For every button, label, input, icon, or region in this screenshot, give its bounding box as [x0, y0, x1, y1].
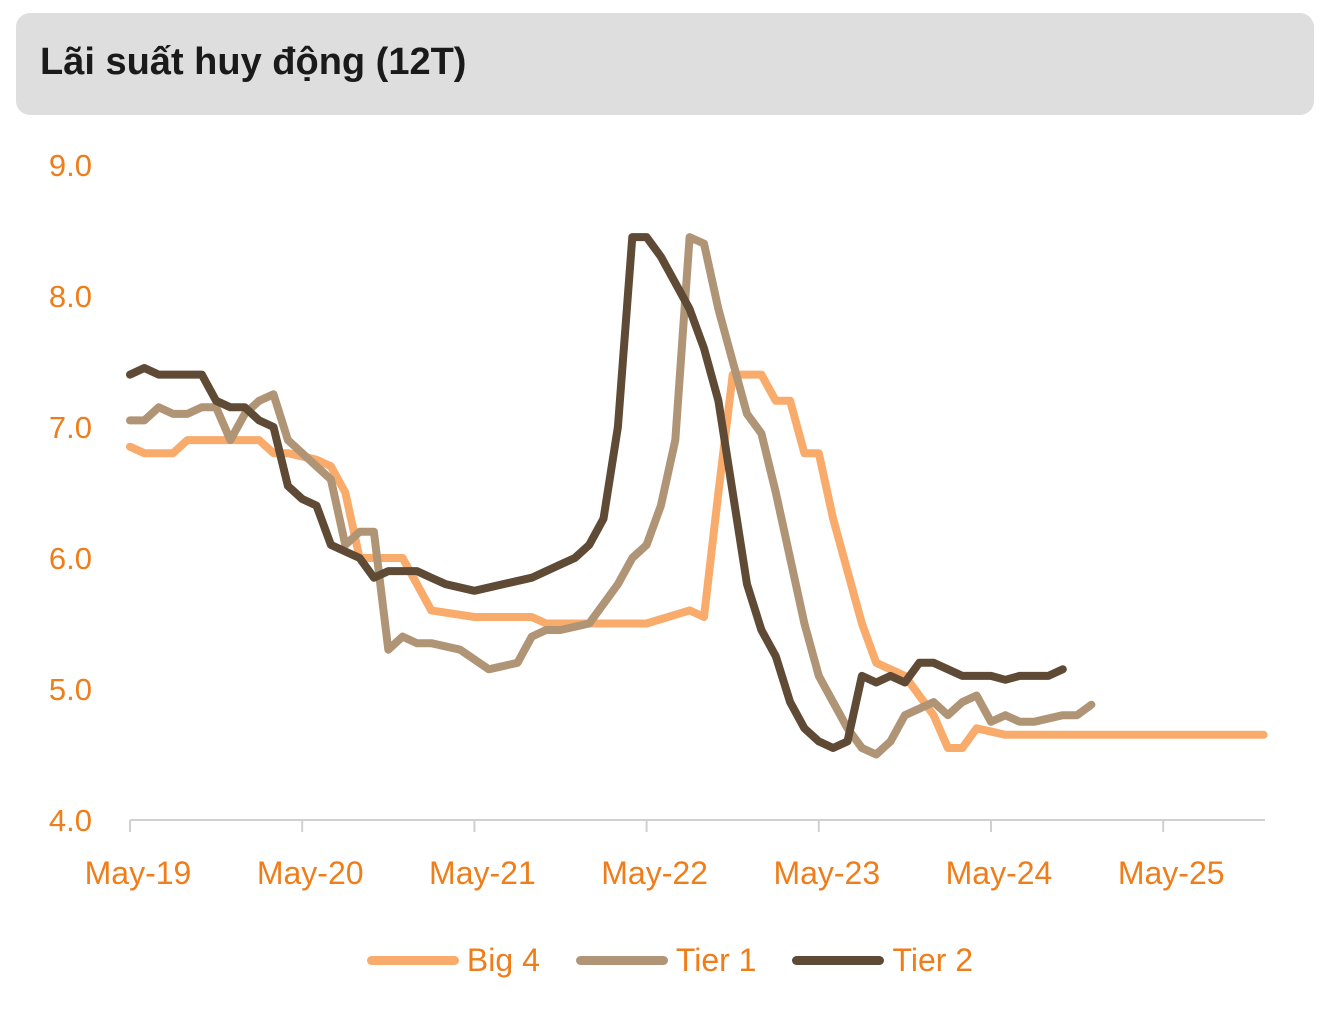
legend-swatch-tier-1: [575, 955, 668, 965]
legend-label-tier-2: Tier 2: [892, 941, 974, 978]
y-tick-label: 8.0: [49, 279, 92, 314]
y-tick-label: 6.0: [49, 541, 92, 576]
series-line-big-4: [126, 370, 1268, 752]
legend-label-big-4: Big 4: [466, 941, 540, 978]
y-tick-label: 4.0: [49, 803, 92, 838]
y-tick-label: 9.0: [49, 148, 92, 183]
series-line-tier-2: [126, 233, 1067, 752]
x-tick-label: May-20: [257, 855, 364, 891]
chart-legend: Big 4 Tier 1 Tier 2: [0, 938, 1340, 982]
x-axis: May-19 May-20 May-21 May-22 May-23 May-24 May-…: [85, 819, 1265, 891]
legend-swatch-big-4: [366, 955, 459, 965]
chart-header: Lãi suất huy động (12T): [16, 13, 1314, 115]
chart-title: Lãi suất huy động (12T): [40, 41, 467, 83]
y-tick-label: 7.0: [49, 410, 92, 445]
legend-label-tier-1: Tier 1: [675, 941, 757, 978]
plot-area: [126, 233, 1268, 759]
x-tick-label: May-19: [85, 855, 192, 891]
x-tick-label: May-21: [429, 855, 536, 891]
legend-item-tier-2: Tier 2: [792, 942, 973, 979]
x-tick-label: May-23: [773, 855, 880, 891]
x-tick-label: May-22: [601, 855, 708, 891]
x-tick-label: May-25: [1118, 855, 1225, 891]
legend-item-tier-1: Tier 1: [575, 941, 757, 979]
y-tick-label: 5.0: [49, 672, 92, 707]
x-tick-label: May-24: [946, 855, 1053, 891]
y-axis: 9.0 8.0 7.0 6.0 5.0 4.0: [49, 148, 92, 838]
legend-item-big-4: Big 4: [366, 941, 540, 979]
series-line-tier-1: [126, 233, 1096, 759]
legend-swatch-tier-2: [792, 955, 885, 965]
